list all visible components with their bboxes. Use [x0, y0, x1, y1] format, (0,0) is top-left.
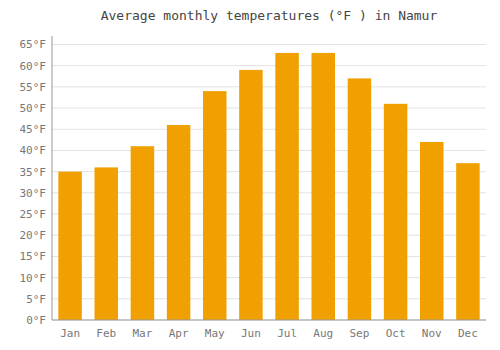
grid-line — [52, 44, 486, 45]
x-tick-label: Jan — [60, 327, 80, 340]
y-tick-label: 5°F — [26, 293, 46, 306]
bar — [348, 78, 372, 320]
bar — [239, 70, 263, 320]
y-tick-label: 65°F — [20, 38, 47, 51]
bar — [456, 163, 480, 320]
x-tick-label: May — [205, 327, 225, 340]
bar — [58, 172, 82, 320]
x-axis: Jan Feb Mar Apr May Jun Jul Aug Sep Oct Nov Dec — [60, 327, 478, 340]
x-tick-label: Aug — [313, 327, 333, 340]
y-tick-label: 0°F — [26, 314, 46, 327]
x-tick-label: Sep — [349, 327, 369, 340]
y-tick-label: 35°F — [20, 166, 47, 179]
y-tick-label: 40°F — [20, 144, 47, 157]
bar — [311, 53, 335, 320]
bar — [203, 91, 227, 320]
x-tick-label: Mar — [132, 327, 152, 340]
bar — [275, 53, 299, 320]
y-tick-label: 50°F — [20, 102, 47, 115]
grid-line — [52, 108, 486, 109]
y-tick-label: 60°F — [20, 60, 47, 73]
chart-container: Average monthly temperatures (°F ) in Na… — [0, 0, 500, 350]
bar — [167, 125, 191, 320]
x-tick-label: Oct — [386, 327, 406, 340]
y-tick-label: 55°F — [20, 81, 47, 94]
grid-line — [52, 320, 486, 321]
grid-line — [52, 86, 486, 87]
y-tick-label: 25°F — [20, 208, 47, 221]
bar — [131, 146, 155, 320]
y-tick-label: 10°F — [20, 272, 47, 285]
grid-line — [52, 65, 486, 66]
x-tick-label: Nov — [422, 327, 442, 340]
x-tick-label: Feb — [96, 327, 116, 340]
chart-title: Average monthly temperatures (°F ) in Na… — [101, 8, 438, 23]
x-tick-label: Dec — [458, 327, 478, 340]
y-axis-line — [52, 36, 53, 320]
x-axis-line — [52, 320, 486, 321]
chart-svg: Average monthly temperatures (°F ) in Na… — [0, 0, 500, 350]
y-tick-label: 15°F — [20, 250, 47, 263]
bar — [420, 142, 444, 320]
y-tick-label: 30°F — [20, 187, 47, 200]
y-axis: 0°F 5°F 10°F 15°F 20°F 25°F 30°F 35°F 40°F 45°F 50… — [20, 38, 47, 327]
x-tick-label: Jul — [277, 327, 297, 340]
bars — [58, 53, 479, 320]
x-tick-label: Apr — [169, 327, 189, 340]
y-tick-label: 45°F — [20, 123, 47, 136]
x-tick-label: Jun — [241, 327, 261, 340]
bar — [94, 167, 118, 320]
y-tick-label: 20°F — [20, 229, 47, 242]
grid-line — [52, 129, 486, 130]
bar — [384, 104, 408, 320]
y-grid — [52, 44, 486, 320]
